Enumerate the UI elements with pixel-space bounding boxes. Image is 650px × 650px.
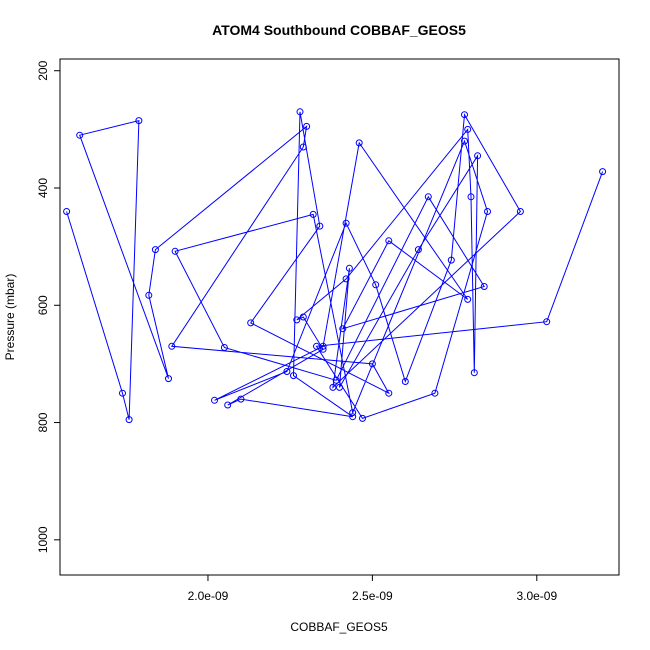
data-point <box>220 344 228 351</box>
data-point <box>447 256 455 264</box>
data-point <box>431 389 439 397</box>
data-point <box>464 125 472 133</box>
series-line <box>66 111 604 420</box>
data-point <box>349 409 357 417</box>
data-point <box>293 316 301 324</box>
data-point <box>461 111 468 119</box>
data-point <box>125 416 133 424</box>
data-point <box>168 342 176 350</box>
y-axis: 200 400 600 800 1000 <box>36 60 60 553</box>
data-point <box>484 208 491 215</box>
y-tick-label: 600 <box>36 295 50 315</box>
data-point <box>464 295 472 303</box>
data-point <box>355 139 363 147</box>
data-point <box>385 389 393 397</box>
y-tick-label: 200 <box>36 60 50 80</box>
data-point <box>224 401 232 409</box>
data-point <box>467 193 475 201</box>
y-axis-label: Pressure (mbar) <box>3 274 17 361</box>
plot-frame <box>59 58 620 576</box>
data-point <box>424 193 432 201</box>
data-point <box>247 319 255 327</box>
data-point <box>63 208 71 215</box>
data-point <box>299 313 307 321</box>
data-point <box>237 395 245 403</box>
data-point <box>145 291 153 299</box>
data-point <box>296 108 304 116</box>
data-point <box>349 413 357 421</box>
data-point <box>135 117 143 125</box>
data-point <box>470 369 478 377</box>
data-point <box>171 247 179 255</box>
x-tick-label: 2.0e-09 <box>188 589 229 603</box>
data-point <box>516 208 524 215</box>
data-point <box>372 281 380 289</box>
y-tick-label: 400 <box>36 178 50 198</box>
data-point <box>309 210 317 218</box>
data-point <box>313 342 320 350</box>
y-tick-label: 800 <box>36 412 50 432</box>
data-point <box>336 383 343 391</box>
data-point <box>316 222 324 230</box>
data-point <box>461 137 468 145</box>
data-point <box>401 378 409 385</box>
data-point <box>319 345 327 353</box>
x-axis: 2.0e-09 2.5e-09 3.0e-09 <box>188 575 557 603</box>
series-group <box>63 108 607 424</box>
data-point <box>599 168 607 176</box>
x-tick-label: 2.5e-09 <box>352 589 393 603</box>
series-layer <box>63 108 607 424</box>
data-point <box>290 372 297 380</box>
data-point <box>543 318 551 326</box>
x-tick-label: 3.0e-09 <box>516 589 557 603</box>
data-point <box>480 283 488 290</box>
data-point <box>319 342 327 350</box>
data-point <box>385 237 393 245</box>
data-point <box>474 152 482 160</box>
data-point <box>345 264 353 272</box>
chart-title: ATOM4 Southbound COBBAF_GEOS5 <box>212 22 466 38</box>
data-point <box>283 368 291 375</box>
data-point <box>329 383 337 391</box>
data-point <box>119 389 126 397</box>
data-point <box>339 325 347 333</box>
data-point <box>211 396 218 404</box>
data-point <box>332 376 340 384</box>
data-point <box>359 414 366 422</box>
y-tick-label: 1000 <box>36 526 50 553</box>
data-point <box>165 375 172 383</box>
data-point <box>303 122 311 130</box>
data-point <box>299 143 307 151</box>
data-point <box>342 219 350 227</box>
data-point <box>151 246 159 254</box>
data-point <box>76 131 84 139</box>
data-point <box>368 360 376 368</box>
data-point <box>342 275 350 283</box>
x-axis-label: COBBAF_GEOS5 <box>290 620 388 634</box>
data-point <box>414 246 422 254</box>
